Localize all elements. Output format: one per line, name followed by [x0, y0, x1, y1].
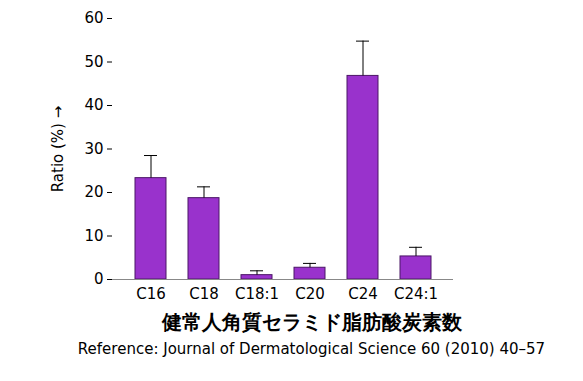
- svg-text:0: 0: [94, 270, 104, 288]
- svg-text:C18: C18: [189, 285, 219, 303]
- svg-text:C18:1: C18:1: [235, 285, 279, 303]
- svg-text:C24: C24: [348, 285, 378, 303]
- html-text:Reference: Journal of Dermatol: Reference: Journal of Dermatological Sci…: [77, 340, 546, 358]
- svg-text:40: 40: [84, 96, 103, 114]
- svg-text:C20: C20: [295, 285, 325, 303]
- svg-text:C24:1: C24:1: [394, 285, 438, 303]
- svg-text:20: 20: [84, 183, 103, 201]
- svg-text:C16: C16: [136, 285, 166, 303]
- svg-text:30: 30: [84, 140, 103, 158]
- svg-text:50: 50: [84, 53, 103, 71]
- svg-text:60: 60: [84, 9, 103, 27]
- svg-text:Ratio (%) →: Ratio (%) →: [49, 106, 67, 193]
- svg-text:10: 10: [84, 227, 103, 245]
- html-text:健常人角質セラミド脂肪酸炭素数: 健常人角質セラミド脂肪酸炭素数: [161, 310, 462, 334]
